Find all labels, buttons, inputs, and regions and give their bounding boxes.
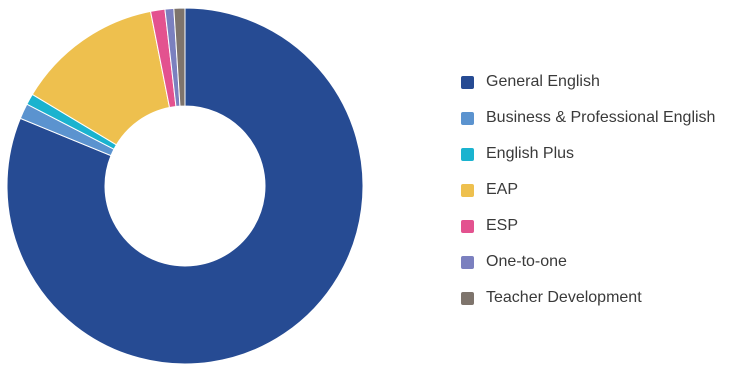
legend-swatch xyxy=(461,219,474,233)
legend-swatch xyxy=(461,147,474,161)
chart-legend: General English Business & Professional E… xyxy=(461,64,715,316)
legend-item-business-professional-english: Business & Professional English xyxy=(461,100,715,136)
legend-label: General English xyxy=(486,73,600,90)
legend-swatch xyxy=(461,111,474,125)
legend-label: Business & Professional English xyxy=(486,109,716,126)
legend-swatch xyxy=(461,291,474,305)
legend-swatch xyxy=(461,255,474,269)
legend-label: ESP xyxy=(486,217,519,234)
legend-item-general-english: General English xyxy=(461,64,715,100)
legend-item-english-plus: English Plus xyxy=(461,136,715,172)
slice-teacher-development xyxy=(173,7,186,107)
legend-item-esp: ESP xyxy=(461,208,715,244)
legend-label: EAP xyxy=(486,181,519,198)
legend-swatch xyxy=(461,75,474,89)
legend-item-teacher-development: Teacher Development xyxy=(461,280,715,316)
legend-label: English Plus xyxy=(486,145,575,162)
slice-eap xyxy=(31,10,171,146)
legend-label: One-to-one xyxy=(486,253,567,270)
legend-item-eap: EAP xyxy=(461,172,715,208)
legend-label: Teacher Development xyxy=(486,289,642,306)
legend-swatch xyxy=(461,183,474,197)
legend-item-one-to-one: One-to-one xyxy=(461,244,715,280)
slice-general-english xyxy=(6,7,364,365)
